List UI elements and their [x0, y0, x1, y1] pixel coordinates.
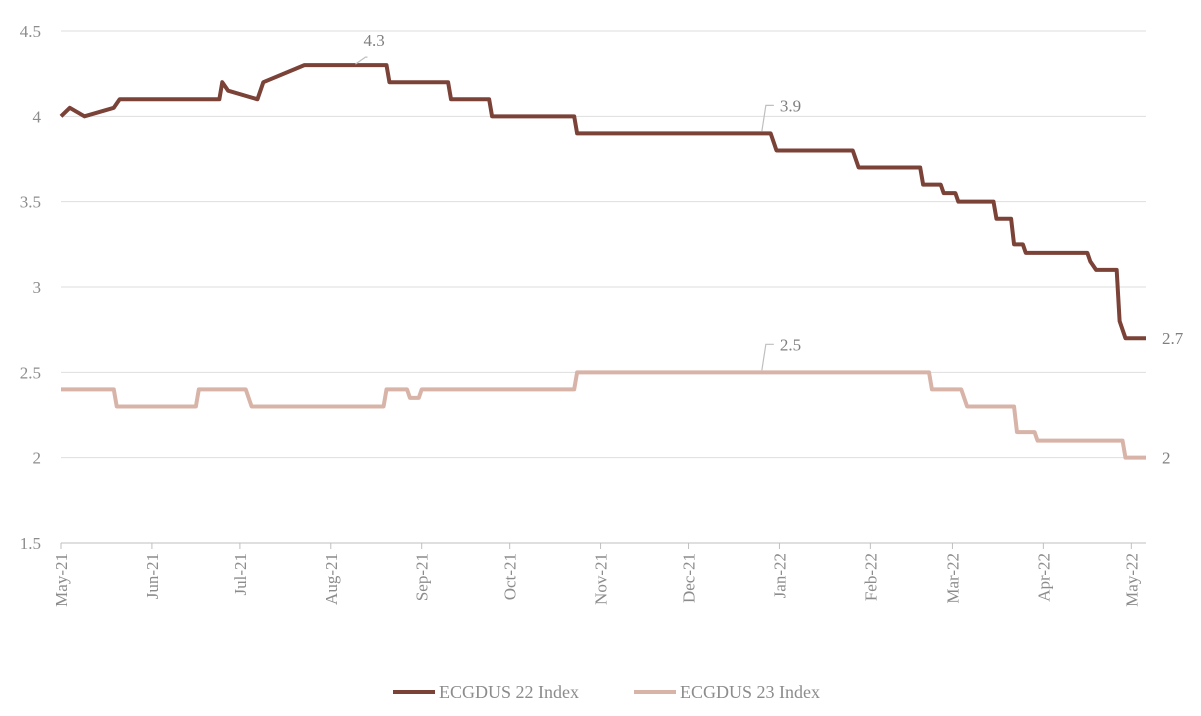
label-leader — [761, 104, 774, 132]
label-leader — [355, 56, 368, 65]
gridlines — [61, 30, 1146, 544]
x-tick-label: Feb-22 — [861, 553, 880, 601]
series-line-1 — [59, 63, 1146, 341]
y-tick-label: 1.5 — [20, 534, 41, 553]
y-tick-label: 3 — [33, 278, 42, 297]
legend-label-1: ECGDUS 22 Index — [439, 682, 579, 702]
data-label: 2.7 — [1162, 329, 1184, 348]
y-tick-label: 2.5 — [20, 363, 41, 382]
data-label: 4.3 — [363, 31, 384, 50]
x-tick-label: Oct-21 — [501, 553, 520, 600]
axes: 1.5 2 2.5 3 3.5 4 4.5 May-21 Jun-21 Jul-21 Aug-21 S… — [20, 22, 1142, 607]
x-tick-label: Jan-22 — [770, 553, 789, 598]
data-labels: 4.3 3.9 2.5 2.7 2 — [355, 31, 1184, 468]
legend-label-2: ECGDUS 23 Index — [680, 682, 820, 702]
x-tick-label: Aug-21 — [322, 553, 341, 605]
data-label: 3.9 — [780, 96, 801, 115]
x-tick-label: Mar-22 — [943, 553, 962, 604]
x-tick-label: May-22 — [1122, 553, 1141, 607]
x-tick-label: Apr-22 — [1034, 553, 1053, 602]
x-tick-label: May-21 — [52, 553, 71, 607]
y-tick-label: 3.5 — [20, 193, 41, 212]
label-leader — [761, 343, 774, 371]
series-line-2 — [61, 370, 1146, 460]
y-tick-label: 4 — [33, 107, 42, 126]
y-tick-label: 2 — [33, 449, 42, 468]
x-tick-label: Dec-21 — [680, 553, 699, 603]
y-tick-label: 4.5 — [20, 22, 41, 41]
legend: ECGDUS 22 Index ECGDUS 23 Index — [393, 682, 820, 702]
series-lines — [59, 63, 1146, 460]
x-tick-label: Jun-21 — [143, 553, 162, 599]
x-tick-label: Nov-21 — [592, 553, 611, 605]
x-tick-label: Sep-21 — [413, 553, 432, 601]
data-label: 2 — [1162, 449, 1171, 468]
data-label: 2.5 — [780, 335, 801, 354]
x-tick-label: Jul-21 — [231, 553, 250, 596]
